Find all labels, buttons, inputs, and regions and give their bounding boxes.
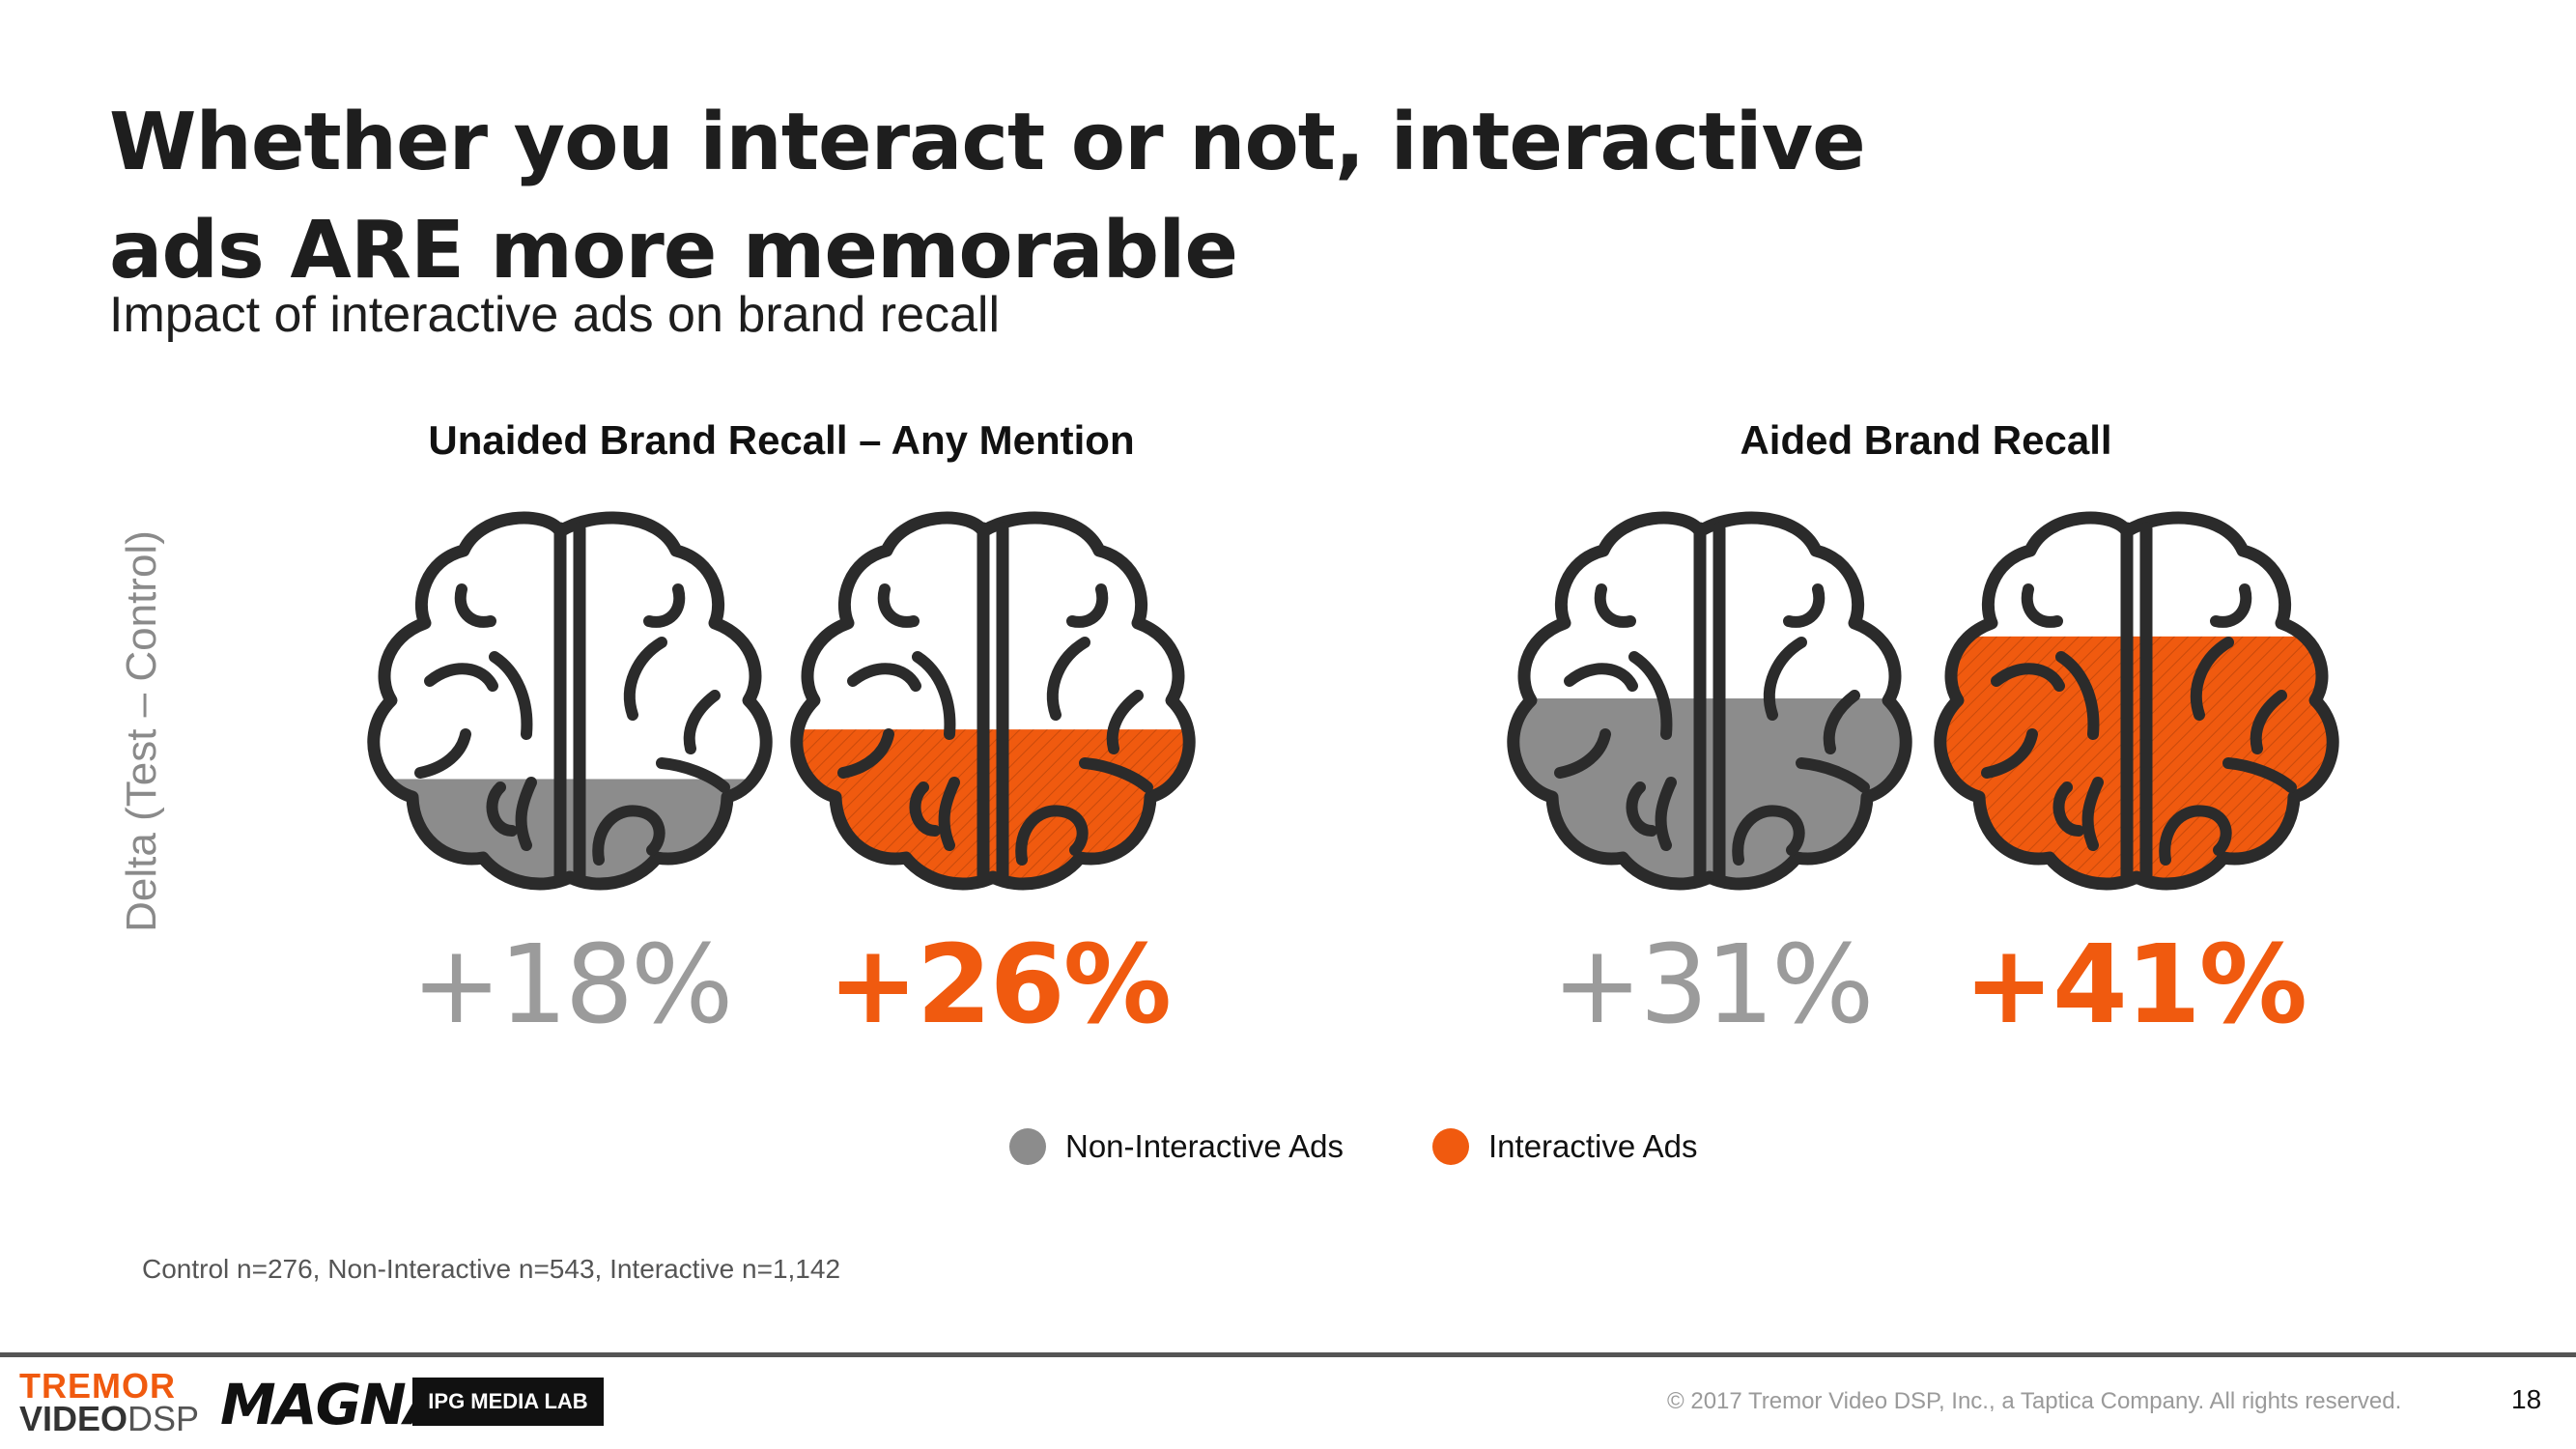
brain-icons-group xyxy=(348,518,2359,910)
brain-icon-unaided-interactive xyxy=(771,518,1215,910)
brain-icon-unaided-non-interactive xyxy=(348,518,792,910)
logo-video-text: VIDEO xyxy=(19,1399,128,1438)
copyright-text: © 2017 Tremor Video DSP, Inc., a Taptica… xyxy=(1667,1388,2402,1414)
legend-swatch-orange xyxy=(1432,1128,1469,1165)
value-label-unaided-interactive: +26% xyxy=(828,923,1172,1048)
ipg-media-lab-logo: IPG MEDIA LAB xyxy=(412,1378,604,1426)
brain-fill-aided-interactive xyxy=(1939,636,2334,885)
legend-item-interactive: Interactive Ads xyxy=(1432,1128,1697,1165)
page-number: 18 xyxy=(2511,1384,2542,1414)
value-label-unaided-non-interactive: +18% xyxy=(410,923,734,1048)
brain-icon-aided-non-interactive xyxy=(1487,518,1932,910)
slide-title: Whether you interact or not, interactive… xyxy=(109,97,1866,297)
slide-subtitle: Impact of interactive ads on brand recal… xyxy=(109,287,1001,343)
group-title-unaided: Unaided Brand Recall – Any Mention xyxy=(428,417,1135,463)
legend-label-non-interactive: Non-Interactive Ads xyxy=(1065,1128,1344,1164)
value-label-aided-interactive: +41% xyxy=(1964,923,2307,1048)
legend-label-interactive: Interactive Ads xyxy=(1488,1128,1698,1164)
value-label-aided-non-interactive: +31% xyxy=(1551,923,1875,1048)
logo-tremor-text: TREMOR xyxy=(19,1366,176,1406)
sample-size-footnote: Control n=276, Non-Interactive n=543, In… xyxy=(142,1254,841,1284)
brain-icon-aided-interactive xyxy=(1914,518,2359,910)
tremor-video-dsp-logo: TREMOR VIDEODSP xyxy=(19,1366,200,1438)
legend-swatch-grey xyxy=(1009,1128,1046,1165)
footer-divider xyxy=(0,1352,2576,1357)
magna-logo: MAGNA xyxy=(220,1372,448,1437)
group-title-aided: Aided Brand Recall xyxy=(1740,417,2112,463)
logo-dsp-text: DSP xyxy=(127,1399,200,1438)
legend-item-non-interactive: Non-Interactive Ads xyxy=(1009,1128,1344,1165)
